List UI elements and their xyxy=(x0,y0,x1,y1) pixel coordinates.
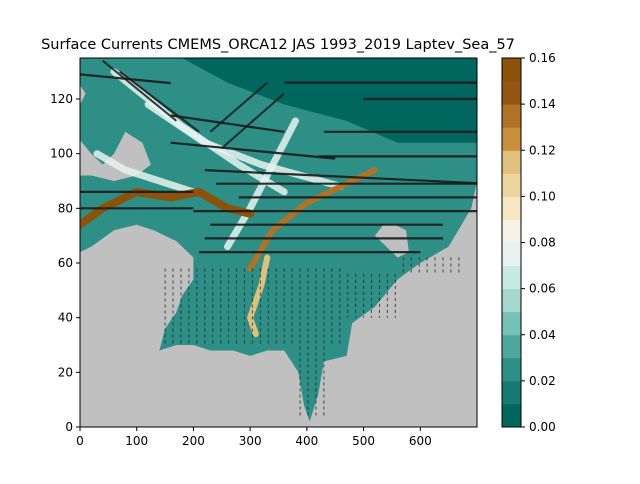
colorbar-segment xyxy=(502,380,521,405)
colorbar-segment xyxy=(502,219,521,243)
x-tick-label: 400 xyxy=(295,434,318,448)
x-tick-label: 0 xyxy=(76,434,84,448)
vector-row-17 xyxy=(119,70,200,133)
y-tick-label: 60 xyxy=(58,256,73,270)
plot-frame xyxy=(79,57,478,428)
current-jet-1 xyxy=(247,167,378,272)
colorbar-segment xyxy=(502,311,521,336)
vector-row-16 xyxy=(102,59,178,122)
x-tick-label: 500 xyxy=(352,434,375,448)
island-2 xyxy=(80,85,86,105)
colorbar-segment xyxy=(502,127,521,151)
island-1 xyxy=(374,224,409,258)
chart-title: Surface Currents CMEMS_ORCA12 JAS 1993_2… xyxy=(41,37,515,53)
vector-row-3 xyxy=(170,114,285,133)
x-tick-label: 100 xyxy=(125,434,148,448)
vector-row-19 xyxy=(221,92,285,149)
current-vectors xyxy=(80,59,477,417)
colorbar-segment xyxy=(502,81,521,105)
colorbar-segment xyxy=(502,173,521,197)
x-tick-label: 200 xyxy=(182,434,205,448)
y-tick-label: 40 xyxy=(58,311,73,325)
y-tick-label: 120 xyxy=(50,92,73,106)
weak-current-band-2 xyxy=(224,117,299,251)
colorbar-segment xyxy=(502,357,521,382)
current-jet-2 xyxy=(247,254,271,338)
y-tick-label: 0 xyxy=(65,420,73,434)
y-tick-label: 20 xyxy=(58,365,73,379)
plot-area xyxy=(80,58,477,427)
colorbar-tick-label: 0.06 xyxy=(529,282,556,296)
colorbar: 0.00 0.02 0.04 0.06 0.08 0.10 0.12 0.14 0.16 xyxy=(501,51,556,434)
colorbar-tick-label: 0.04 xyxy=(529,328,556,342)
vector-row-18 xyxy=(209,81,268,133)
colorbar-segment xyxy=(502,288,521,313)
colorbar-tick-label: 0.16 xyxy=(529,51,556,65)
island-0 xyxy=(80,131,151,181)
ocean-region xyxy=(80,58,477,422)
y-tick-label: 100 xyxy=(50,147,73,161)
x-tick-label: 300 xyxy=(239,434,262,448)
colorbar-tick-label: 0.08 xyxy=(529,236,556,250)
vector-row-7 xyxy=(204,169,477,185)
x-axis: 0 100 200 300 400 500 600 xyxy=(76,427,432,448)
colorbar-segment xyxy=(502,58,521,82)
colorbar-segment xyxy=(502,104,521,128)
colorbar-segment xyxy=(502,265,521,290)
colorbar-segment xyxy=(502,150,521,174)
colorbar-tick-label: 0.10 xyxy=(529,189,556,203)
colorbar-tick-label: 0.14 xyxy=(529,97,556,111)
deep-basin-region xyxy=(182,58,477,143)
y-tick-label: 80 xyxy=(58,201,73,215)
y-axis: 0 20 40 60 80 100 120 xyxy=(50,92,80,434)
colorbar-segment xyxy=(502,242,521,267)
colorbar-tick-label: 0.00 xyxy=(529,420,556,434)
x-tick-label: 600 xyxy=(409,434,432,448)
colorbar-segment xyxy=(502,334,521,359)
colorbar-tick-label: 0.12 xyxy=(529,143,556,157)
vector-row-5 xyxy=(170,141,336,160)
weak-current-band-3 xyxy=(93,150,197,196)
colorbar-segment xyxy=(502,196,521,220)
colorbar-segment xyxy=(502,403,521,428)
colorbar-tick-label: 0.02 xyxy=(529,374,556,388)
